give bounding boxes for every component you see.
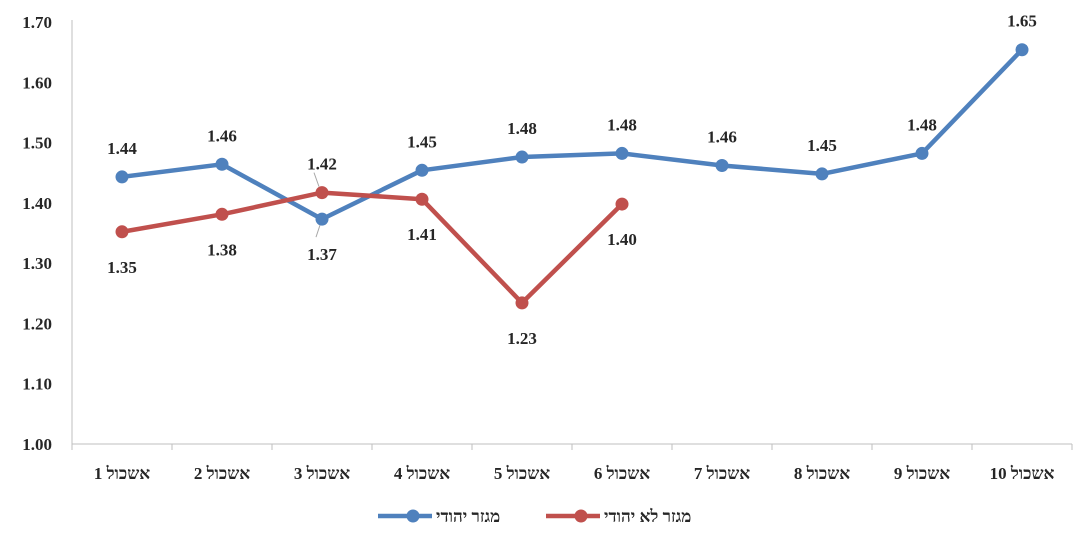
data-label-1: 1.45 bbox=[807, 136, 837, 155]
data-label-1: 1.46 bbox=[707, 127, 737, 146]
data-label-1: 1.45 bbox=[407, 132, 437, 151]
data-label-1: 1.48 bbox=[907, 115, 937, 134]
data-point-1 bbox=[1015, 43, 1029, 57]
y-tick-label: 1.20 bbox=[22, 314, 52, 333]
data-point-1 bbox=[115, 170, 129, 184]
y-tick-label: 1.10 bbox=[22, 375, 52, 394]
y-tick-label: 1.50 bbox=[22, 134, 52, 153]
data-point-2 bbox=[615, 197, 629, 211]
data-point-1 bbox=[515, 150, 529, 164]
data-point-1 bbox=[415, 163, 429, 177]
label-leader-line bbox=[313, 172, 320, 187]
series-line-2 bbox=[119, 190, 625, 306]
data-point-1 bbox=[915, 146, 929, 160]
data-point-1 bbox=[615, 146, 629, 160]
data-point-1 bbox=[215, 157, 229, 171]
data-label-2: 1.42 bbox=[307, 155, 337, 174]
data-label-1: 1.44 bbox=[107, 139, 137, 158]
data-point-1 bbox=[315, 212, 329, 226]
data-label-1: 1.48 bbox=[507, 119, 537, 138]
x-tick-label: אשכול 7 bbox=[694, 464, 750, 483]
legend-marker-2 bbox=[574, 509, 588, 523]
data-point-2 bbox=[115, 225, 129, 239]
data-label-2: 1.41 bbox=[407, 225, 437, 244]
series-line-1 bbox=[119, 47, 1025, 222]
data-label-1: 1.37 bbox=[307, 245, 337, 264]
y-tick-label: 1.70 bbox=[22, 13, 52, 32]
x-tick-label: אשכול 10 bbox=[990, 464, 1055, 483]
y-tick-label: 1.30 bbox=[22, 254, 52, 273]
data-label-2: 1.40 bbox=[607, 230, 637, 249]
x-tick-label: אשכול 4 bbox=[394, 464, 450, 483]
data-label-1: 1.46 bbox=[207, 126, 237, 145]
y-tick-label: 1.60 bbox=[22, 73, 52, 92]
legend-label-2: מגזר לא יהודי bbox=[604, 507, 691, 526]
x-tick-label: אשכול 5 bbox=[494, 464, 550, 483]
data-point-2 bbox=[415, 192, 429, 206]
x-tick-label: אשכול 2 bbox=[194, 464, 250, 483]
x-tick-label: אשכול 6 bbox=[594, 464, 650, 483]
data-point-1 bbox=[815, 167, 829, 181]
x-tick-label: אשכול 8 bbox=[794, 464, 850, 483]
data-label-2: 1.35 bbox=[107, 258, 137, 277]
data-label-2: 1.38 bbox=[207, 240, 237, 259]
data-point-2 bbox=[215, 207, 229, 221]
y-tick-label: 1.00 bbox=[22, 435, 52, 454]
x-tick-label: אשכול 1 bbox=[94, 464, 150, 483]
x-tick-label: אשכול 3 bbox=[294, 464, 350, 483]
data-label-1: 1.65 bbox=[1007, 12, 1037, 31]
y-tick-label: 1.40 bbox=[22, 194, 52, 213]
legend-marker-1 bbox=[406, 509, 420, 523]
label-leader-line bbox=[315, 224, 321, 238]
legend-label-1: מגזר יהודי bbox=[436, 507, 500, 526]
data-point-2 bbox=[315, 186, 329, 200]
x-tick-label: אשכול 9 bbox=[894, 464, 950, 483]
data-point-2 bbox=[515, 296, 529, 310]
data-point-1 bbox=[715, 158, 729, 172]
data-label-2: 1.23 bbox=[507, 329, 537, 348]
data-label-1: 1.48 bbox=[607, 115, 637, 134]
